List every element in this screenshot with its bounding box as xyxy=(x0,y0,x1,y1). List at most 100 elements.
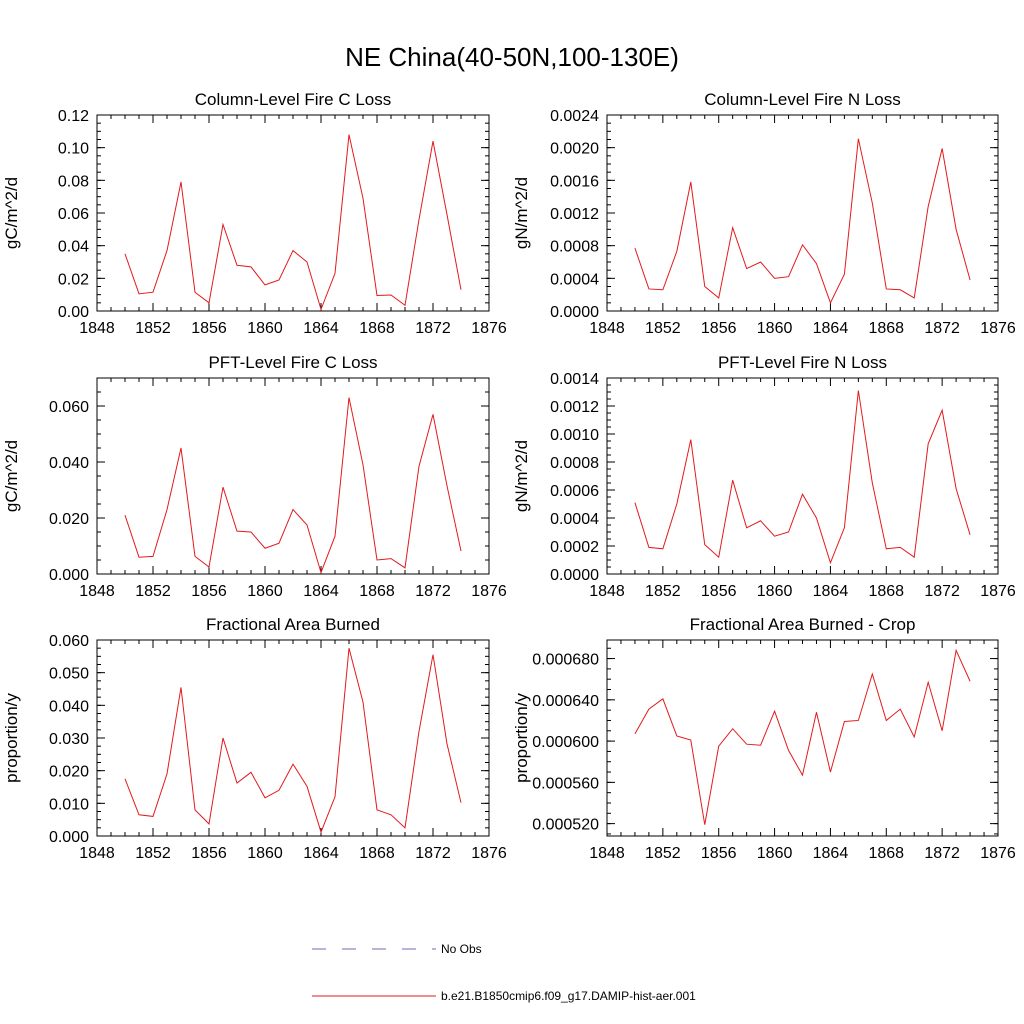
chart-panel-3: PFT-Level Fire C Loss gC/m^2/d 1848 1852 185… xyxy=(2,353,507,600)
y-tick-label: 0.10 xyxy=(58,141,89,158)
series-line-1 xyxy=(124,648,462,834)
x-tick-label: 1864 xyxy=(303,320,339,337)
panel-title: Fractional Area Burned - Crop xyxy=(690,615,916,634)
x-tick-label: 1860 xyxy=(247,845,283,862)
panel-title: Column-Level Fire N Loss xyxy=(704,90,901,109)
y-tick-label: 0.060 xyxy=(49,399,89,416)
chart-panel-4: PFT-Level Fire N Loss gN/m^2/d 1848 1852 185… xyxy=(512,353,1016,600)
y-tick-label: 0.0020 xyxy=(550,141,599,158)
legend-label-no-obs: No Obs xyxy=(441,942,482,956)
y-tick-label: 0.000600 xyxy=(532,734,599,751)
x-tick-label: 1864 xyxy=(813,320,849,337)
x-tick-label: 1856 xyxy=(701,583,737,600)
x-tick-label: 1868 xyxy=(868,320,904,337)
series-line-1 xyxy=(124,134,462,311)
x-tick-label: 1876 xyxy=(471,845,507,862)
x-tick-label: 1852 xyxy=(645,845,681,862)
figure-title: NE China(40-50N,100-130E) xyxy=(345,42,679,72)
x-tick-label: 1872 xyxy=(924,583,960,600)
x-tick-label: 1868 xyxy=(359,583,395,600)
y-tick-label: 0.0014 xyxy=(550,371,599,388)
chart-panel-6: Fractional Area Burned - Crop proportion/… xyxy=(512,615,1016,862)
x-tick-label: 1864 xyxy=(813,845,849,862)
series-line-1 xyxy=(634,138,971,305)
y-tick-label: 0.0004 xyxy=(550,511,599,528)
x-tick-label: 1860 xyxy=(247,583,283,600)
y-tick-label: 0.04 xyxy=(58,239,89,256)
legend-label-model-run: b.e21.B1850cmip6.f09_g17.DAMIP-hist-aer.… xyxy=(441,989,696,1003)
x-tick-label: 1876 xyxy=(980,320,1016,337)
x-tick-label: 1876 xyxy=(980,845,1016,862)
x-tick-label: 1848 xyxy=(79,320,115,337)
y-tick-label: 0.0000 xyxy=(550,567,599,584)
y-tick-label: 0.08 xyxy=(58,173,89,190)
x-tick-label: 1848 xyxy=(589,320,625,337)
x-tick-label: 1856 xyxy=(701,320,737,337)
x-tick-label: 1852 xyxy=(135,583,171,600)
y-axis-label: proportion/y xyxy=(2,693,21,783)
x-tick-label: 1864 xyxy=(813,583,849,600)
x-tick-label: 1848 xyxy=(79,583,115,600)
y-axis-label: gN/m^2/d xyxy=(512,177,531,249)
x-tick-label: 1848 xyxy=(589,583,625,600)
x-tick-label: 1852 xyxy=(135,845,171,862)
y-tick-label: 0.000560 xyxy=(532,775,599,792)
x-tick-label: 1864 xyxy=(303,583,339,600)
y-tick-label: 0.0008 xyxy=(550,239,599,256)
y-tick-label: 0.040 xyxy=(49,455,89,472)
x-tick-label: 1872 xyxy=(415,845,451,862)
y-tick-label: 0.000520 xyxy=(532,817,599,834)
x-tick-label: 1856 xyxy=(191,320,227,337)
x-tick-label: 1852 xyxy=(135,320,171,337)
y-axis-label: gC/m^2/d xyxy=(2,177,21,249)
x-tick-label: 1860 xyxy=(757,583,793,600)
chart-panel-2: Column-Level Fire N Loss gN/m^2/d 1848 1852… xyxy=(512,90,1016,337)
x-tick-label: 1872 xyxy=(924,845,960,862)
x-tick-label: 1872 xyxy=(415,583,451,600)
y-axis-label: proportion/y xyxy=(512,693,531,783)
y-tick-label: 0.000640 xyxy=(532,693,599,710)
x-tick-label: 1856 xyxy=(191,845,227,862)
series-line-1 xyxy=(634,648,971,825)
y-tick-label: 0.0000 xyxy=(550,304,599,321)
legend: No Obs b.e21.B1850cmip6.f09_g17.DAMIP-hi… xyxy=(312,942,696,1003)
x-tick-label: 1848 xyxy=(79,845,115,862)
y-tick-label: 0.0006 xyxy=(550,483,599,500)
panel-title: Column-Level Fire C Loss xyxy=(195,90,392,109)
y-tick-label: 0.060 xyxy=(49,633,89,650)
y-tick-label: 0.020 xyxy=(49,511,89,528)
y-tick-label: 0.020 xyxy=(49,764,89,781)
panel-title: Fractional Area Burned xyxy=(206,615,380,634)
x-tick-label: 1848 xyxy=(589,845,625,862)
x-tick-label: 1876 xyxy=(471,583,507,600)
x-tick-label: 1864 xyxy=(303,845,339,862)
panel-title: PFT-Level Fire N Loss xyxy=(718,353,887,372)
panel-title: PFT-Level Fire C Loss xyxy=(208,353,377,372)
x-tick-label: 1856 xyxy=(701,845,737,862)
x-tick-label: 1852 xyxy=(645,320,681,337)
y-tick-label: 0.0012 xyxy=(550,399,599,416)
x-tick-label: 1872 xyxy=(415,320,451,337)
x-tick-label: 1868 xyxy=(868,845,904,862)
x-tick-label: 1876 xyxy=(980,583,1016,600)
y-tick-label: 0.12 xyxy=(58,108,89,125)
y-tick-label: 0.0010 xyxy=(550,427,599,444)
y-tick-label: 0.030 xyxy=(49,731,89,748)
x-tick-label: 1876 xyxy=(471,320,507,337)
x-tick-label: 1868 xyxy=(359,320,395,337)
y-axis-label: gN/m^2/d xyxy=(512,440,531,512)
x-tick-label: 1856 xyxy=(191,583,227,600)
y-tick-label: 0.0002 xyxy=(550,539,599,556)
series-line-1 xyxy=(634,390,971,565)
y-tick-label: 0.000 xyxy=(49,829,89,846)
x-tick-label: 1860 xyxy=(247,320,283,337)
x-tick-label: 1860 xyxy=(757,845,793,862)
x-tick-label: 1852 xyxy=(645,583,681,600)
x-tick-label: 1872 xyxy=(924,320,960,337)
y-tick-label: 0.000 xyxy=(49,567,89,584)
x-tick-label: 1868 xyxy=(868,583,904,600)
x-tick-label: 1860 xyxy=(757,320,793,337)
y-tick-label: 0.06 xyxy=(58,206,89,223)
y-tick-label: 0.040 xyxy=(49,698,89,715)
